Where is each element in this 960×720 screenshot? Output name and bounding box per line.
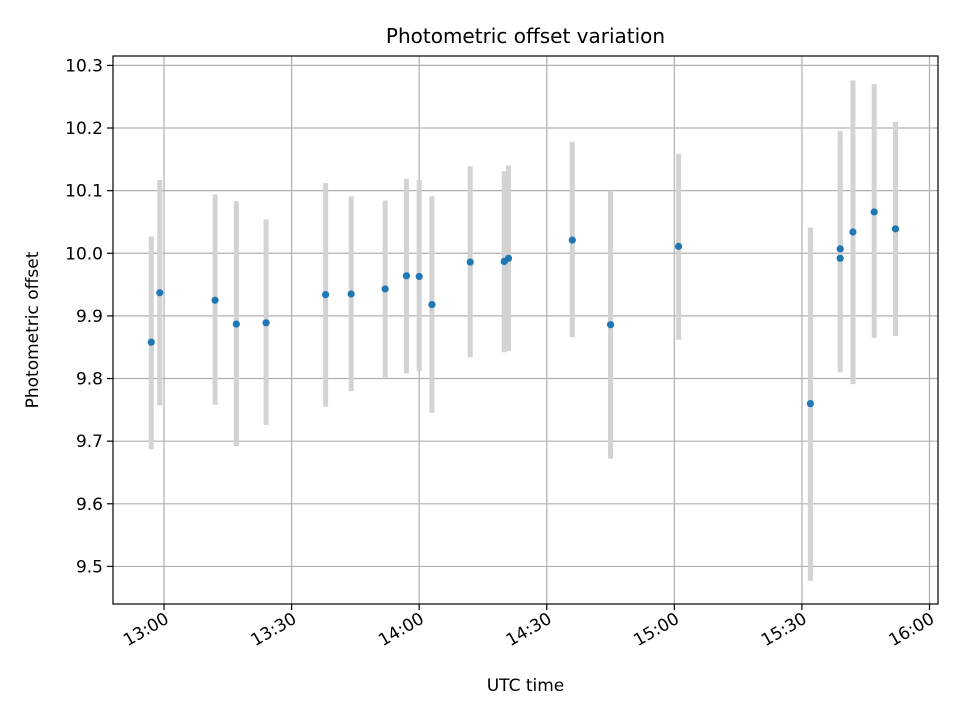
y-axis-ticks: 9.5 9.6 9.7 9.8 9.9 10.0 10.1 10.2 10.3 [65, 56, 113, 577]
data-point [504, 254, 513, 262]
data-point [381, 285, 389, 293]
data-point [232, 320, 240, 328]
grid [113, 56, 938, 604]
y-tick-label: 9.8 [76, 370, 103, 390]
y-tick-label: 10.0 [65, 244, 103, 264]
data-points [147, 208, 900, 408]
data-point [262, 319, 270, 327]
data-point [849, 228, 857, 236]
y-tick-label: 10.3 [65, 56, 103, 76]
data-point [674, 242, 683, 250]
data-point [156, 289, 164, 297]
y-tick-label: 10.1 [65, 182, 103, 202]
data-point [147, 338, 155, 346]
y-axis-title: Photometric offset [23, 251, 43, 408]
data-point [870, 208, 878, 216]
data-point [466, 258, 474, 266]
x-axis-title: UTC time [487, 676, 565, 696]
y-tick-label: 9.5 [76, 557, 103, 577]
data-point [347, 290, 355, 298]
y-tick-label: 9.7 [76, 432, 103, 452]
data-point [836, 254, 844, 262]
data-point [211, 296, 219, 304]
data-point [891, 225, 900, 233]
data-point [806, 399, 815, 408]
data-point [836, 245, 844, 253]
data-point [415, 272, 423, 281]
plot-frame [112, 55, 939, 605]
y-tick-label: 10.2 [65, 119, 103, 139]
data-point [428, 301, 436, 309]
data-point [606, 321, 615, 329]
data-point [322, 291, 330, 299]
data-point [402, 272, 411, 280]
chart-title: Photometric offset variation [386, 24, 665, 48]
data-point [568, 236, 576, 244]
y-tick-label: 9.6 [76, 495, 103, 515]
y-tick-label: 9.9 [76, 307, 103, 327]
